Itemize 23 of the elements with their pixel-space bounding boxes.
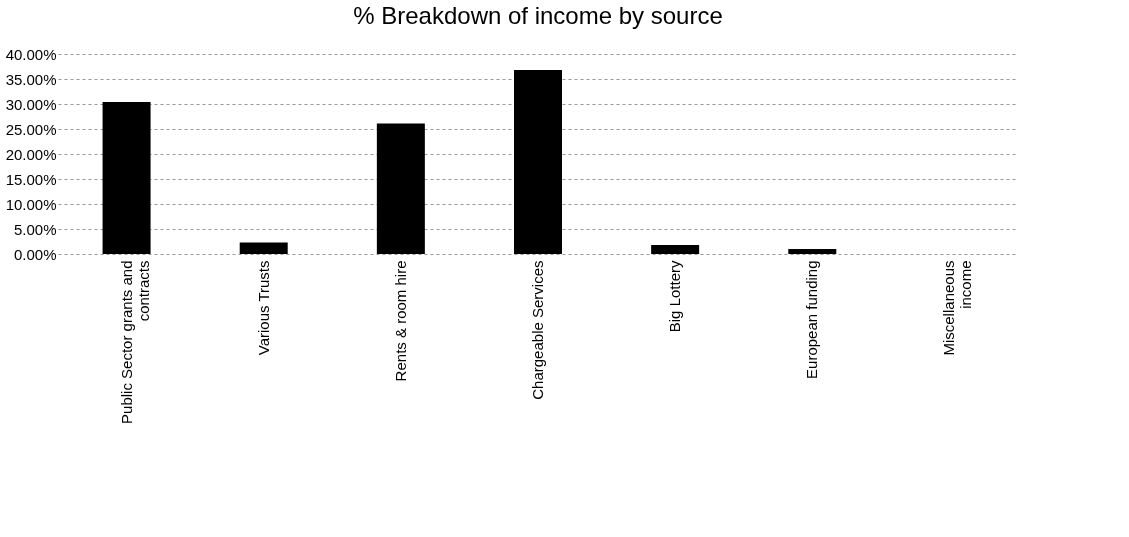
bar [651,245,700,254]
y-tick-label: 15.00% [5,170,57,188]
y-tick-label: 5.00% [13,220,57,238]
y-tick-label: 40.00% [5,45,57,63]
bar [514,70,562,254]
bar [102,102,151,254]
x-tick-label: Chargeable Services [529,260,546,400]
bar [788,249,837,254]
y-tick-label: 0.00% [13,245,57,263]
bar [239,242,288,254]
x-tick-label: Miscellaneous income [940,260,975,356]
y-tick-label: 25.00% [5,120,57,138]
x-tick-label: European funding [803,260,821,379]
bar [376,123,425,254]
x-tick-label: Big Lottery [666,260,684,333]
y-tick-label: 30.00% [5,95,57,113]
x-tick-label: Public Sector grants and contracts [117,260,152,424]
y-tick-label: 35.00% [5,70,57,88]
chart-title: % Breakdown of income by source [353,2,723,29]
y-tick-label: 10.00% [5,195,57,213]
y-tick-label: 20.00% [5,145,57,163]
x-tick-label: Various Trusts [254,260,272,356]
x-tick-label: Rents & room hire [391,260,409,382]
